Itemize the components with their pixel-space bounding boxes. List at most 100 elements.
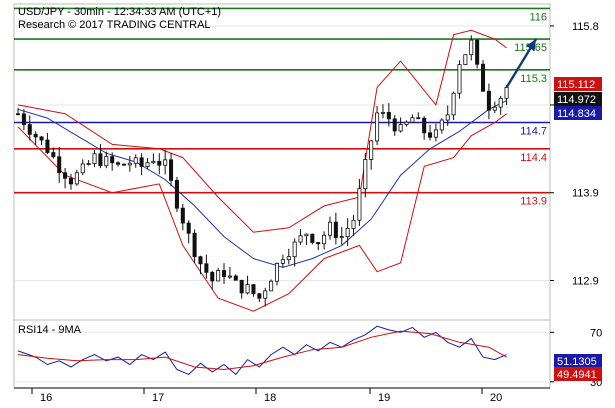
x-tick-label: 20 — [490, 392, 502, 404]
price-badge — [554, 77, 602, 91]
candle-body — [475, 39, 480, 65]
rsi-badge-label: 51.1305 — [557, 356, 597, 368]
x-axis-ticks: 16 17 18 19 20 — [31, 388, 502, 404]
candle-body — [457, 64, 462, 94]
candle-body — [386, 111, 391, 120]
candle-body — [345, 228, 350, 238]
candle-body — [292, 241, 297, 258]
candle-body — [327, 221, 332, 236]
candle-body — [316, 242, 321, 245]
x-tick-label: 16 — [40, 392, 52, 404]
candle-body — [169, 159, 174, 181]
rsi-badge — [554, 367, 602, 381]
candle-body — [322, 234, 327, 245]
candle-body — [227, 275, 232, 278]
x-tick-label: 19 — [378, 392, 390, 404]
candle-body — [192, 232, 197, 258]
price-badge-label: 114.834 — [557, 108, 596, 120]
candle-body — [369, 140, 374, 160]
candle-body — [410, 117, 415, 123]
level-label: 115.3 — [520, 73, 547, 85]
candle-body — [404, 121, 409, 125]
level-label: 116 — [529, 11, 547, 23]
candle-body — [333, 221, 338, 238]
price-badge — [554, 106, 602, 120]
candle-body — [269, 280, 274, 292]
rsi-title: RSI14 - 9MA — [18, 324, 82, 336]
candle-body — [445, 114, 450, 121]
candle-body — [198, 256, 203, 265]
candle-body — [310, 233, 315, 243]
rsi-badge — [554, 354, 602, 368]
candle-body — [245, 284, 250, 294]
candle-body — [380, 111, 385, 114]
x-tick-label: 18 — [264, 392, 276, 404]
candle-body — [304, 233, 309, 237]
candlesticks — [15, 35, 509, 307]
y-tick-label: 112.9 — [572, 276, 599, 288]
candle-body — [21, 113, 26, 126]
price-badge-label: 114.972 — [557, 94, 596, 106]
candle-body — [92, 153, 97, 164]
candle-body — [121, 163, 126, 166]
candle-body — [104, 156, 109, 167]
candle-body — [27, 124, 32, 135]
candle-body — [451, 92, 456, 116]
y-tick-label: 115.8 — [572, 21, 599, 33]
candle-body — [68, 177, 73, 185]
candle-body — [298, 235, 303, 243]
rsi-ma-line — [17, 330, 507, 371]
y-tick-label: 113.9 — [572, 188, 599, 200]
bollinger-lower-line — [17, 113, 507, 312]
candle-body — [39, 136, 44, 141]
candle-body — [127, 162, 132, 166]
candle-body — [481, 63, 486, 92]
moving-average — [17, 100, 507, 268]
candle-body — [57, 156, 62, 174]
candle-body — [63, 172, 68, 179]
candle-body — [33, 133, 38, 138]
candle-body — [110, 156, 115, 164]
candle-body — [51, 152, 56, 158]
level-label: 114.4 — [520, 152, 547, 164]
candle-body — [498, 97, 503, 108]
moving-average-line — [17, 100, 507, 268]
candle-body — [45, 139, 50, 153]
candle-body — [422, 117, 427, 134]
candle-body — [180, 207, 185, 224]
candle-body — [463, 54, 468, 65]
rsi-badge-label: 49.4941 — [557, 369, 597, 381]
candle-body — [363, 159, 368, 190]
candle-body — [233, 275, 238, 281]
candle-body — [428, 132, 433, 138]
candle-body — [392, 118, 397, 132]
candle-body — [222, 270, 227, 277]
candle-body — [439, 119, 444, 131]
candle-body — [86, 163, 91, 165]
bollinger-upper-line — [17, 29, 507, 233]
level-label: 114.7 — [520, 126, 547, 138]
candle-body — [186, 222, 191, 234]
candle-body — [257, 293, 262, 299]
forecast-arrow — [505, 38, 538, 89]
candle-body — [204, 263, 209, 273]
candle-body — [80, 163, 85, 174]
chart-title: USD/JPY - 30min - 12:34:33 AM (UTC+1) — [18, 6, 221, 18]
candle-body — [486, 90, 491, 111]
candle-body — [216, 270, 221, 282]
candle-body — [239, 279, 244, 294]
chart-subtitle: Research © 2017 TRADING CENTRAL — [18, 19, 211, 31]
candle-body — [433, 129, 438, 138]
candle-body — [133, 157, 138, 164]
candle-body — [339, 236, 344, 239]
rsi-lines — [17, 325, 507, 376]
candle-body — [416, 117, 421, 120]
forecast-arrow-head — [526, 39, 536, 52]
candle-body — [251, 284, 256, 295]
x-tick-label: 17 — [152, 392, 164, 404]
candle-body — [398, 123, 403, 132]
level-label: 113.9 — [520, 196, 547, 208]
price-badges: 115.112 114.972 114.834 — [554, 77, 602, 120]
